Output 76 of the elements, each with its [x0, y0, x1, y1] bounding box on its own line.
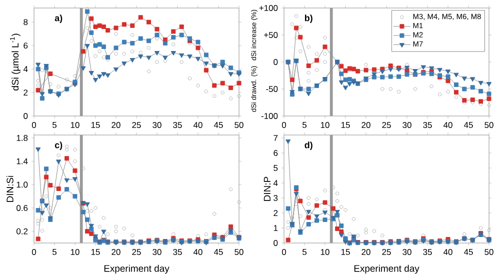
x-tick-label: 30	[152, 249, 162, 256]
text: a)	[54, 14, 62, 23]
x-tick-label: 40	[443, 249, 452, 256]
y-tick-label: 6	[24, 42, 28, 49]
y-tick-label: 1.4	[16, 158, 28, 164]
y-tick-label: 0.6	[16, 204, 28, 211]
x-tick-label: 40	[193, 122, 202, 128]
x-tick-label: 20	[362, 249, 370, 256]
x-tick-label: 35	[423, 249, 432, 256]
y-tick-label: 0	[24, 113, 28, 119]
x-tick-label: 30	[402, 122, 412, 128]
x-tick-label: 50	[484, 249, 494, 256]
x-tick-label: 10	[70, 249, 80, 256]
y-axis-title: DIN:Si	[6, 176, 14, 202]
x-tick-label: 15	[91, 249, 100, 255]
text: d)	[304, 142, 312, 150]
x-tick-label: 5	[52, 249, 57, 255]
y-axis-title: dSi (µmol L$^{-1}$)	[10, 34, 20, 90]
x-tick-label: 25	[382, 122, 391, 128]
y-tick-label: 8	[24, 19, 28, 26]
x-tick-label: 0	[32, 249, 36, 256]
x-tick-label: 45	[214, 122, 223, 128]
x-axis-title: Experiment day	[104, 264, 170, 274]
x-tick-label: 30	[402, 249, 412, 256]
y-tick-label: +50	[264, 32, 278, 38]
x-tick-label: 20	[362, 122, 370, 128]
x-tick-label: 25	[382, 249, 391, 256]
x-tick-label: 35	[173, 122, 182, 128]
text: b)	[304, 14, 312, 23]
y-tick-label: 2	[24, 90, 28, 96]
x-tick-label: 50	[484, 122, 494, 128]
y-tick-label: 0	[274, 240, 278, 246]
x-tick-label: 10	[70, 122, 80, 128]
x-tick-label: 45	[214, 249, 223, 255]
y-tick-label: 4	[273, 180, 278, 186]
x-tick-label: 0	[32, 122, 36, 128]
x-tick-label: 5	[302, 249, 307, 255]
x-tick-label: 25	[132, 122, 141, 128]
x-axis-title: Experiment day	[354, 264, 420, 274]
y-tick-label: 3	[274, 195, 278, 201]
x-tick-label: 0	[282, 122, 286, 128]
y-tick-label: 1.8	[16, 134, 28, 141]
x-tick-label: 35	[173, 249, 182, 256]
y-tick-label: 1	[274, 225, 278, 231]
x-tick-label: 35	[423, 122, 432, 128]
x-tick-label: 10	[320, 249, 330, 256]
text: c)	[54, 142, 62, 150]
x-tick-label: 5	[52, 122, 57, 128]
y-tick-label: -50	[266, 86, 278, 92]
y-tick-label: +100	[259, 5, 278, 11]
y-tick-label: 2	[274, 210, 278, 216]
y-tick-label: 0.2	[16, 228, 28, 234]
x-tick-label: 15	[341, 249, 350, 255]
y-tick-label: 7	[274, 135, 278, 141]
y-tick-label: -100	[261, 113, 278, 119]
x-tick-label: 45	[464, 122, 473, 128]
y-tick-label: 6	[274, 150, 278, 156]
y-tick-label: 1.0	[16, 182, 28, 188]
x-tick-label: 50	[234, 249, 244, 256]
y-tick-label: 0	[274, 59, 278, 65]
y-tick-label: 5	[274, 165, 278, 171]
x-tick-label: 15	[341, 122, 350, 128]
x-tick-label: 20	[112, 249, 120, 256]
x-tick-label: 25	[132, 249, 141, 256]
x-tick-label: 40	[443, 122, 452, 128]
x-tick-label: 20	[112, 122, 120, 128]
x-tick-label: 5	[302, 122, 307, 128]
x-tick-label: 15	[91, 122, 100, 128]
y-tick-label: 4	[23, 66, 28, 72]
x-tick-label: 0	[282, 249, 286, 256]
x-tick-label: 30	[152, 122, 162, 128]
x-tick-label: 10	[320, 122, 330, 128]
x-tick-label: 40	[193, 249, 202, 256]
x-tick-label: 50	[234, 122, 244, 128]
y-axis-title: DIN:P	[264, 176, 270, 201]
x-tick-label: 45	[464, 249, 473, 255]
